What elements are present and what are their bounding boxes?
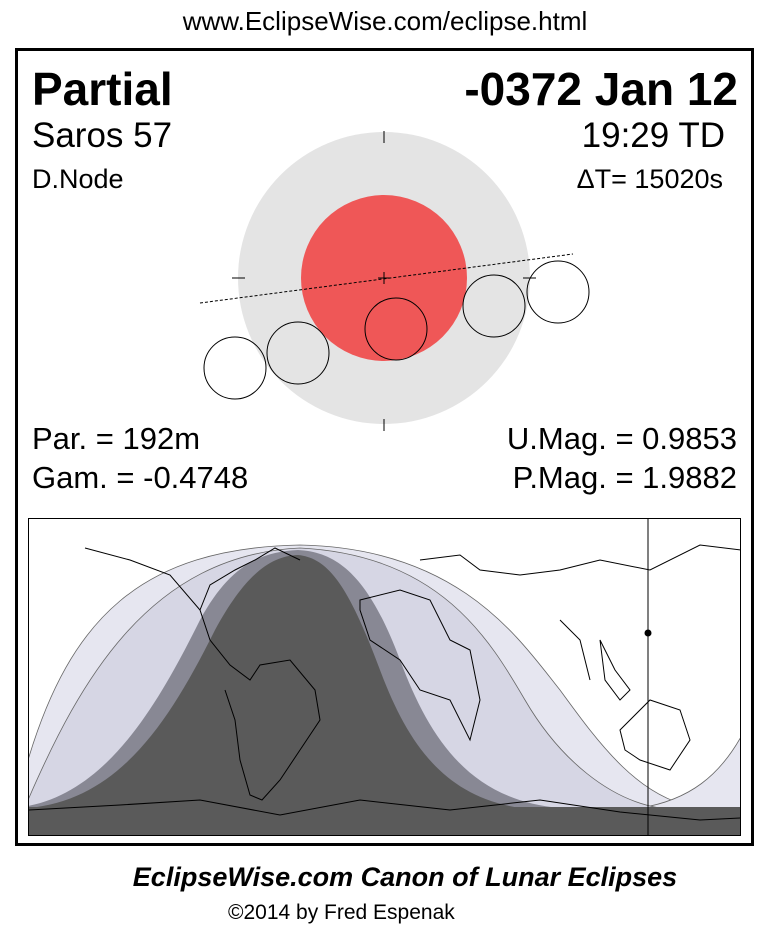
- total-visible-zone: [29, 555, 540, 810]
- eclipse-time: 19:29 TD: [581, 116, 725, 155]
- moon-p1: [203, 336, 267, 400]
- moon-positions: [203, 260, 590, 400]
- greatest-eclipse-point: [644, 629, 652, 637]
- axis-ticks: [232, 131, 536, 431]
- copyright: ©2014 by Fred Espenak: [228, 901, 455, 924]
- penumbral-magnitude: P.Mag. = 1.9882: [512, 460, 737, 495]
- eclipse-date: -0372 Jan 12: [464, 63, 738, 115]
- node-label: D.Node: [32, 164, 124, 194]
- shadow-diagram: [199, 131, 590, 431]
- umbral-magnitude: U.Mag. = 0.9853: [506, 421, 737, 456]
- gamma: Gam. = -0.4748: [32, 460, 249, 495]
- canon-title: EclipseWise.com Canon of Lunar Eclipses: [132, 862, 678, 892]
- map-border: [28, 518, 741, 836]
- moon-p4: [526, 260, 590, 324]
- eclipse-type: Partial: [32, 63, 173, 115]
- ecliptic-line: [199, 253, 574, 304]
- page-url: www.EclipseWise.com/eclipse.html: [182, 6, 588, 36]
- partial-duration: Par. = 192m: [32, 421, 201, 456]
- moon-u4: [462, 274, 526, 338]
- coastlines: [29, 544, 740, 821]
- saros-number: Saros 57: [32, 116, 173, 155]
- visibility-map: [28, 518, 741, 836]
- southern-dark-band: [29, 807, 740, 835]
- moon-u1: [266, 321, 330, 385]
- eclipse-panel: [15, 48, 754, 846]
- moon-greatest: [364, 297, 428, 361]
- delta-t: ΔT= 15020s: [576, 164, 723, 194]
